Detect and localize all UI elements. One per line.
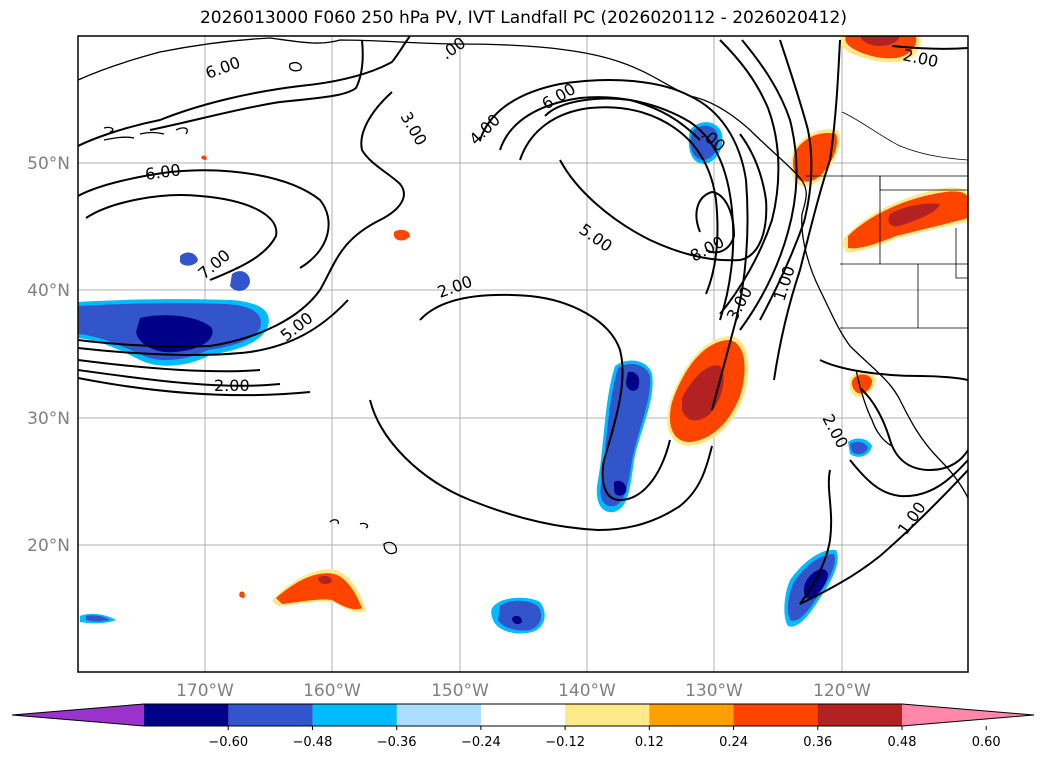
colorbar-swatch <box>144 704 229 726</box>
contour-6-east <box>519 106 719 295</box>
colorbar-swatch <box>396 704 482 726</box>
lat-label: 40°N <box>27 281 70 301</box>
colorbar-extend-low <box>12 704 144 726</box>
map-title: 2026013000 F060 250 hPa PV, IVT Landfall… <box>199 8 847 28</box>
contour-5 <box>78 91 405 348</box>
colorbar-tick-label: −0.36 <box>377 735 417 750</box>
contour-1 <box>773 39 841 381</box>
colorbar-tick-label: −0.60 <box>208 735 248 750</box>
contour-2-west <box>78 377 311 397</box>
lon-labels: 170°W 160°W 150°W 140°W 130°W 120°W <box>176 681 871 701</box>
colorbar-swatch <box>565 704 650 726</box>
colorbar-tick-label: 0.60 <box>972 735 1001 750</box>
lon-label: 140°W <box>558 681 616 701</box>
contour-7-west <box>85 194 278 281</box>
ivt-positive-anomalies <box>201 36 968 613</box>
pv-contours <box>78 36 968 605</box>
colorbar-tick-label: −0.48 <box>293 735 333 750</box>
borders <box>805 111 968 329</box>
lon-label: 120°W <box>813 681 871 701</box>
lon-label: 150°W <box>431 681 489 701</box>
colorbar-extend-high <box>902 704 1034 726</box>
lon-label: 160°W <box>303 681 361 701</box>
colorbar: −0.60 −0.48 −0.36 −0.24 −0.12 0.12 0.24 0.36 0.4… <box>11 703 1035 750</box>
lon-label: 170°W <box>176 681 234 701</box>
contour-label: 2.00 <box>214 376 250 395</box>
contour-label: 6.00 <box>144 160 182 184</box>
lat-label: 30°N <box>27 409 70 429</box>
colorbar-swatch <box>649 704 735 726</box>
lat-labels: 50°N 40°N 30°N 20°N <box>27 154 70 556</box>
lon-label: 130°W <box>685 681 743 701</box>
colorbar-tick-label: 0.36 <box>803 735 832 750</box>
lat-label: 20°N <box>27 536 70 556</box>
contour-8 <box>695 190 736 254</box>
colorbar-tick-label: −0.12 <box>545 735 585 750</box>
colorbar-tick-label: −0.24 <box>461 735 501 750</box>
colorbar-tick-label: 0.24 <box>719 735 748 750</box>
map-border <box>77 35 969 673</box>
lat-label: 50°N <box>27 154 70 174</box>
colorbar-tick-label: 0.12 <box>635 735 664 750</box>
contour-6-west <box>78 169 330 269</box>
contour-4 <box>479 79 749 411</box>
colorbar-outline <box>11 703 1035 727</box>
colorbar-tick-label: 0.48 <box>888 735 917 750</box>
colorbar-swatch <box>733 704 819 726</box>
ivt-negative-anomalies <box>78 122 872 634</box>
contour-2-loop <box>419 293 671 502</box>
colorbar-swatch <box>817 704 903 726</box>
colorbar-swatch <box>480 704 566 726</box>
colorbar-swatch <box>228 704 313 726</box>
colorbar-swatch <box>312 704 398 726</box>
contour-3 <box>759 39 813 321</box>
